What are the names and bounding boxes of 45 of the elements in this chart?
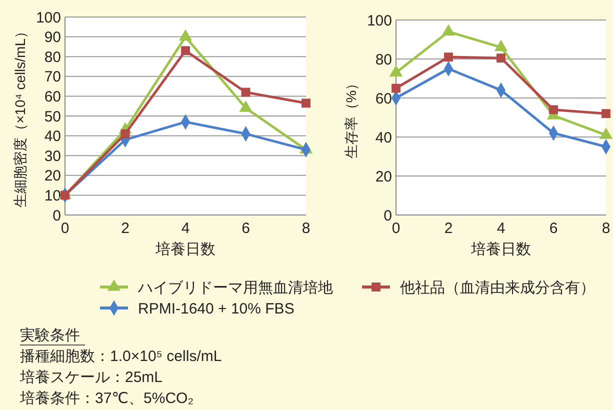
x-axis-title: 培養日数 (470, 241, 531, 258)
y-tick-label: 0 (52, 207, 61, 224)
text: 培養条件：37℃、5%CO₂ (19, 390, 194, 407)
x-tick-label: 8 (602, 220, 610, 237)
y-tick-label: 10 (44, 187, 61, 204)
y-tick-label: 40 (375, 129, 392, 146)
y-tick-label: 60 (44, 88, 61, 106)
x-tick-label: 4 (496, 220, 506, 237)
y-axis-title: 生存率（%） (343, 76, 359, 159)
legend-label: RPMI-1640 + 10% FBS (138, 300, 294, 318)
legend-label: ハイブリドーマ用無血清培地 (137, 279, 333, 296)
x-tick-label: 4 (181, 220, 190, 237)
y-tick-label: 20 (44, 168, 61, 185)
y-tick-label: 60 (375, 90, 392, 108)
x-axis-title: 培養日数 (154, 241, 216, 258)
point (392, 84, 400, 93)
x-tick-label: 8 (302, 220, 310, 237)
y-tick-label: 80 (375, 51, 392, 68)
point (120, 129, 130, 138)
y-tick-label: 20 (375, 168, 392, 186)
point (444, 52, 453, 62)
y-tick-label: 100 (36, 9, 61, 26)
y-tick-label: 80 (44, 48, 61, 66)
y-tick-label: 50 (44, 108, 61, 126)
point (241, 88, 250, 97)
y-tick-label: 40 (44, 128, 61, 146)
text: 培養スケール：25mL (19, 369, 163, 386)
point (496, 54, 506, 62)
text: 播種細胞数：1.0×10⁵ cells/mL (20, 348, 222, 365)
text: 実験条件 (20, 327, 80, 344)
y-tick-label: 0 (384, 207, 392, 224)
y-tick-label: 90 (44, 29, 61, 46)
y-tick-label: 30 (44, 148, 61, 165)
x-tick-label: 6 (549, 220, 558, 237)
point (302, 98, 310, 108)
point (602, 109, 610, 118)
x-tick-label: 6 (242, 220, 250, 237)
x-tick-label: 2 (444, 220, 453, 237)
y-tick-label: 100 (366, 12, 392, 30)
point (181, 46, 190, 56)
x-tick-label: 2 (121, 220, 130, 237)
y-tick-label: 70 (44, 68, 61, 86)
y-axis-title: 生細胞密度（×10⁴ cells/mL） (12, 24, 28, 208)
legend-label: 他社品（血清由来成分含有） (400, 279, 595, 296)
point (549, 105, 558, 114)
